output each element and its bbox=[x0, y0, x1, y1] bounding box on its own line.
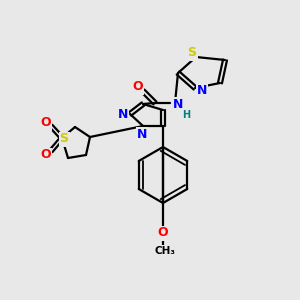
Text: S: S bbox=[59, 133, 68, 146]
Text: O: O bbox=[41, 148, 51, 161]
Text: S: S bbox=[188, 46, 196, 59]
Text: O: O bbox=[158, 226, 168, 239]
Text: N: N bbox=[173, 98, 183, 110]
Text: O: O bbox=[41, 116, 51, 130]
Text: H: H bbox=[182, 110, 190, 120]
Text: CH₃: CH₃ bbox=[154, 246, 176, 256]
Text: N: N bbox=[137, 128, 147, 140]
Text: O: O bbox=[133, 80, 143, 94]
Text: N: N bbox=[118, 109, 128, 122]
Text: N: N bbox=[197, 83, 207, 97]
